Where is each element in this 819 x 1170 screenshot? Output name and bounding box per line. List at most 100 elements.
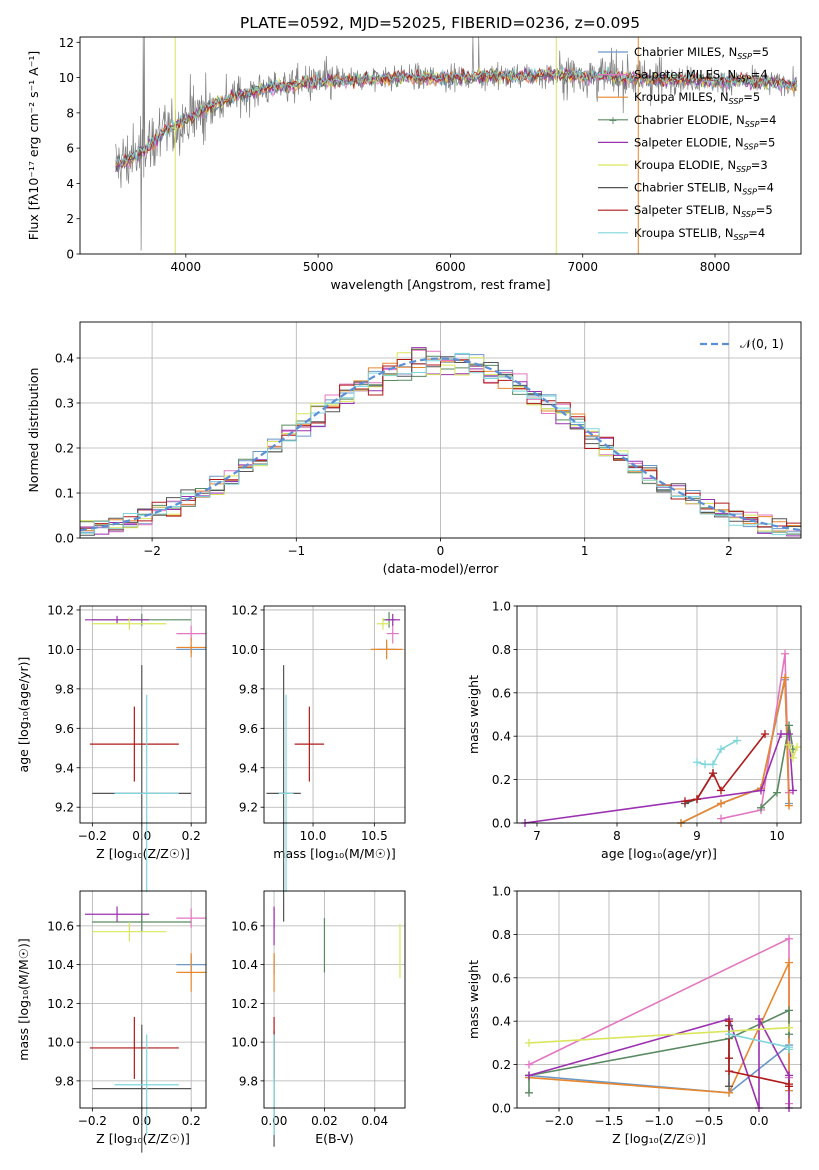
- weight-point-marker: [717, 786, 725, 795]
- weight-point-marker: [781, 649, 789, 658]
- x-tick-label: 7: [533, 829, 541, 843]
- axes-frame: [263, 890, 406, 1109]
- weight-point-marker: [733, 736, 741, 745]
- legend-label: Chabrier STELIB, NSSP=4: [634, 181, 774, 197]
- weight-point-marker: [709, 769, 717, 778]
- weight-series-line: [524, 733, 794, 824]
- weight-point-marker: [781, 673, 789, 682]
- legend-label-sub: SSP: [736, 75, 751, 84]
- legend-label-main: Kroupa MILES, N: [634, 90, 729, 104]
- axes-frame: [79, 321, 802, 539]
- histogram-steps: [80, 347, 801, 537]
- y-tick-label: 0.6: [492, 686, 511, 700]
- legend-label: Chabrier MILES, NSSP=5: [634, 45, 769, 61]
- massweight-vs-metallicity-panel: −2.0 −1.5 −1.0 −0.5 0.0 0.0 0.2 0.4 0.6 0.8 1.0 Z […: [466, 885, 802, 1146]
- y-tick-label: 4: [66, 177, 74, 191]
- y-tick-label: 10.2: [47, 603, 74, 617]
- y-tick-label: 0.4: [492, 1015, 511, 1029]
- weight-point-marker: [725, 1030, 733, 1039]
- x-axis-label: Z [log₁₀(Z/Z☉)]: [612, 1131, 706, 1146]
- spectrum-panel: 4000 5000 6000 7000 8000 0 2 4 6 8 10 12 wavelength …: [26, 36, 802, 292]
- mass-vs-metallicity-panel: −0.2 0.0 0.29.810.010.210.410.6Z [log₁₀(Z/…: [16, 890, 207, 1153]
- spectrum-model-line: [115, 66, 798, 169]
- legend-label-sub: SSP: [737, 52, 752, 61]
- x-tick-label: −1.5: [594, 1114, 623, 1128]
- y-axis-label: age [log₁₀(age/yr)]: [16, 657, 31, 773]
- x-tick-label: −2.0: [544, 1114, 573, 1128]
- x-tick-label: 2: [725, 544, 733, 558]
- weight-point-marker: [525, 1088, 533, 1097]
- y-tick-label: 9.2: [239, 801, 258, 815]
- errorbar-points: [273, 906, 401, 1147]
- y-tick-label: 2: [66, 212, 74, 226]
- axes-frame: [516, 890, 802, 1109]
- x-tick-label: 10.5: [361, 829, 388, 843]
- weight-point-marker: [789, 753, 797, 762]
- y-tick-label: 10.2: [231, 997, 258, 1011]
- grid-lines: [80, 606, 206, 823]
- y-axis-label: mass weight: [466, 675, 481, 754]
- legend-label-tail: =5: [752, 45, 769, 59]
- legend-label-main: Salpeter ELODIE, N: [634, 135, 744, 149]
- legend-label-sub: SSP: [736, 165, 751, 174]
- legend-label-main: Chabrier STELIB, N: [634, 181, 742, 195]
- figure-title: PLATE=0592, MJD=52025, FIBERID=0236, z=0…: [240, 14, 640, 32]
- legend-label-sub: SSP: [741, 210, 756, 219]
- x-tick-label: 1: [581, 544, 589, 558]
- legend-label: Salpeter MILES, NSSP=4: [634, 68, 768, 84]
- weight-point-marker: [761, 730, 769, 739]
- x-tick-label: 5000: [303, 260, 334, 274]
- weight-point-marker: [693, 795, 701, 804]
- y-tick-label: 10.0: [231, 643, 258, 657]
- y-tick-label: 0.1: [55, 487, 74, 501]
- legend-label: Salpeter STELIB, NSSP=5: [634, 203, 773, 219]
- y-tick-label: 10: [59, 71, 74, 85]
- x-tick-label: 9: [693, 829, 701, 843]
- legend-label-sub: SSP: [745, 120, 760, 129]
- legend-label-tail: =4: [751, 68, 768, 82]
- y-tick-label: 9.8: [55, 682, 74, 696]
- y-tick-label: 0.2: [55, 442, 74, 456]
- legend-label: Chabrier ELODIE, NSSP=4: [634, 113, 776, 129]
- errorbar-points: [84, 613, 206, 922]
- massweight-vs-age-panel: 7 8 9 10 0.0 0.2 0.4 0.6 0.8 1.0 age [log₁₀(age/yr…: [466, 600, 802, 861]
- x-tick-label: −1.0: [644, 1114, 673, 1128]
- weight-point-marker: [717, 799, 725, 808]
- weight-point-marker: [681, 797, 689, 806]
- weight-point-marker: [793, 743, 801, 752]
- legend-label-tail: =5: [756, 203, 773, 217]
- weight-point-marker: [725, 1017, 733, 1026]
- weight-point-marker: [709, 760, 717, 769]
- legend-label-main: Salpeter STELIB, N: [634, 203, 741, 217]
- weight-point-marker: [701, 760, 709, 769]
- weight-series-line: [696, 739, 738, 766]
- x-tick-label: −0.5: [694, 1114, 723, 1128]
- y-tick-label: 9.8: [239, 682, 258, 696]
- grid-lines: [80, 891, 206, 1108]
- spectrum-model-line: [115, 66, 798, 167]
- weight-point-marker: [785, 1071, 793, 1080]
- x-axis-label: (data-model)/error: [383, 561, 500, 576]
- x-tick-label: 8: [613, 829, 621, 843]
- weight-point-marker: [785, 1045, 793, 1054]
- axes-frame: [79, 36, 802, 255]
- y-tick-label: 10.0: [231, 1036, 258, 1050]
- y-tick-label: 9.8: [55, 1074, 74, 1088]
- weight-point-marker: [757, 803, 765, 812]
- y-tick-label: 10.6: [47, 919, 74, 933]
- x-axis-label: mass [log₁₀(M/M☉)]: [273, 846, 395, 861]
- legend-label-main: Kroupa STELIB, N: [634, 226, 734, 240]
- x-tick-label: 0.0: [749, 1114, 768, 1128]
- y-tick-label: 0: [66, 248, 74, 262]
- y-tick-label: 0.6: [492, 971, 511, 985]
- legend-label-sub: SSP: [744, 142, 759, 151]
- x-tick-label: 7000: [567, 260, 598, 274]
- weight-point-marker: [725, 1054, 733, 1063]
- y-tick-label: 1.0: [492, 600, 511, 614]
- x-axis-label: wavelength [Angstrom, rest frame]: [330, 277, 550, 292]
- y-tick-label: 10.0: [47, 1036, 74, 1050]
- legend-label-tail: =4: [760, 113, 777, 127]
- weight-point-marker: [725, 1067, 733, 1076]
- y-tick-label: 0.2: [492, 773, 511, 787]
- x-tick-label: 0.04: [361, 1114, 388, 1128]
